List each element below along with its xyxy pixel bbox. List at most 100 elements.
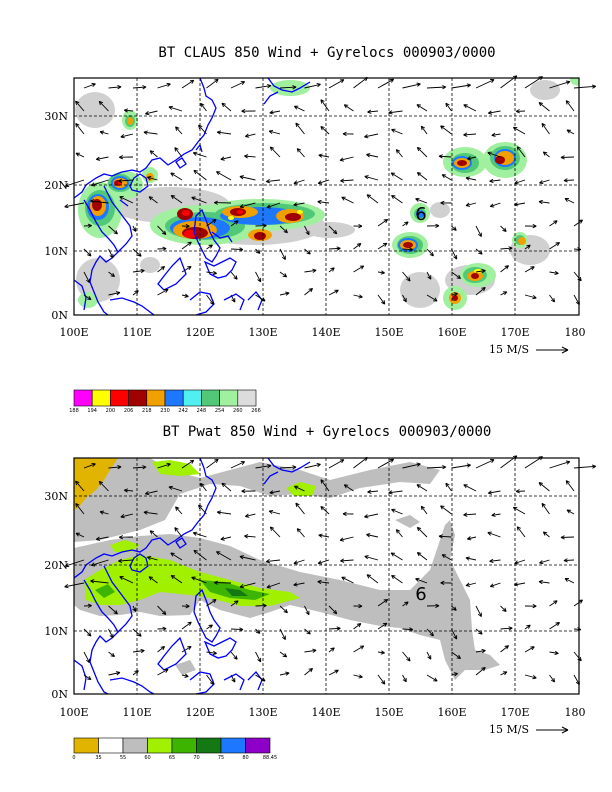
wind-vector-arrow [108,271,116,278]
wind-vector-arrow [181,241,192,250]
wind-vector-arrow [416,552,428,561]
wind-vector-arrow [515,109,526,114]
wind-vector-arrow [157,265,166,273]
wind-vector-arrow [255,651,262,663]
wind-vector-arrow [475,286,486,296]
lon-axis-labels: 100E 110E 120E 130E 140E 150E 160E 170E … [59,706,585,719]
wind-vector-arrow [549,460,571,469]
wind-vector-arrow [132,465,147,470]
lon-label: 130E [248,326,277,339]
wind-vector-arrow [244,534,256,539]
wind-vector-arrow [157,645,166,653]
colorbar-label: 0 [72,755,75,761]
wind-vector-arrow [293,202,305,207]
wind-vector-arrow [560,535,575,540]
wind-vector-arrow [279,85,297,90]
wind-vector-arrow [475,248,483,255]
wind-vector-arrow [206,270,217,276]
wind-vector-arrow [440,505,452,515]
wind-vector-arrow [513,582,526,587]
wind-vector-arrow [98,100,109,112]
wind-vector-arrow [512,126,526,135]
wind-vector-arrow [565,480,575,492]
colorbar-label: 266 [251,408,261,414]
wind-vector-arrow [75,122,85,135]
wind-vector-arrow [269,526,281,538]
wind-vector-arrow [402,271,411,282]
wind-vector-arrow [279,291,290,296]
wind-vector-arrow [402,651,411,662]
wind-vector-arrow [388,110,403,115]
wind-vector-arrow [108,605,118,615]
wind-vector-arrow [367,489,379,494]
wind-vector-arrow [99,130,109,135]
wind-vector-arrow [108,225,118,235]
wind-vector-arrow [489,178,501,184]
map-frame [73,457,580,695]
wind-vector-arrow [241,488,256,494]
colorbar-swatch [164,389,184,407]
wind-vector-arrow [157,668,169,676]
wind-vector-arrow [377,78,395,89]
wind-vector-arrow [120,513,134,519]
wind-vector-arrow [318,533,330,538]
wind-vector-arrow [318,153,330,158]
wind-vector-arrow [524,603,537,609]
wind-vector-arrow [463,132,477,137]
wind-vector-arrow [475,666,486,676]
wind-vector-arrow [416,172,428,181]
coastlines [74,458,311,694]
wind-vector-arrow [145,110,158,116]
wind-vector-arrow [475,648,486,654]
wind-vector-arrow [524,294,537,300]
wind-vector-arrow [304,667,314,676]
wind-vector-arrow [108,651,116,658]
wind-vector-arrow [198,124,207,135]
wind-vector-arrow [353,294,363,299]
wind-vector-arrow [206,624,213,630]
wind-vector-arrow [491,512,501,517]
wind-vector-arrow [341,576,354,584]
wind-vector-arrow [491,132,501,137]
wind-vector-arrow [304,462,321,469]
wind-vector-arrow [391,128,403,135]
wind-vector-arrow [83,248,92,257]
wind-vector-arrow [157,605,167,616]
wind-vectors [64,75,597,305]
wind-vector-arrow [538,482,550,492]
wind-vector-arrow [539,179,550,185]
wind-vector-arrow [75,532,85,538]
colorbar-label: 206 [124,408,134,414]
wind-vector-arrow [445,102,452,112]
wind-vector-arrow [181,604,190,609]
wind-vector-arrow [98,480,109,492]
wind-vector-arrow [465,556,477,561]
wind-vector-arrow [317,559,330,565]
wind-vector-arrow [181,673,189,678]
wind-vector-arrow [175,506,183,515]
wind-vector-arrow [206,458,219,469]
wind-vector-arrow [353,265,365,273]
wind-vector-arrow [339,536,354,542]
wind-vector-arrow [118,178,134,184]
wind-vector-arrow [340,558,354,563]
wind-vector-arrow [170,552,183,561]
lat-label: 0N [51,688,68,701]
wind-vector-arrow [328,289,339,296]
wind-vector-arrow [353,223,363,229]
wind-vector-arrow [213,580,232,585]
wind-vector-arrow [230,651,238,660]
colorbar-swatch [147,737,173,754]
wind-vector-arrow [420,505,428,515]
wind-vector-arrow [426,603,440,608]
colorbar-label: 60 [144,755,150,761]
lon-label: 170E [500,326,529,339]
wind-vector-arrow [119,576,134,584]
wind-vector-arrow [339,156,354,162]
colorbar-swatch [237,389,257,407]
wind-vector-arrow [181,266,192,273]
wind-vector-arrow [220,536,232,541]
lon-label: 160E [437,326,466,339]
wind-vector-arrow [366,574,379,584]
colorbar-label: 65 [169,755,175,761]
